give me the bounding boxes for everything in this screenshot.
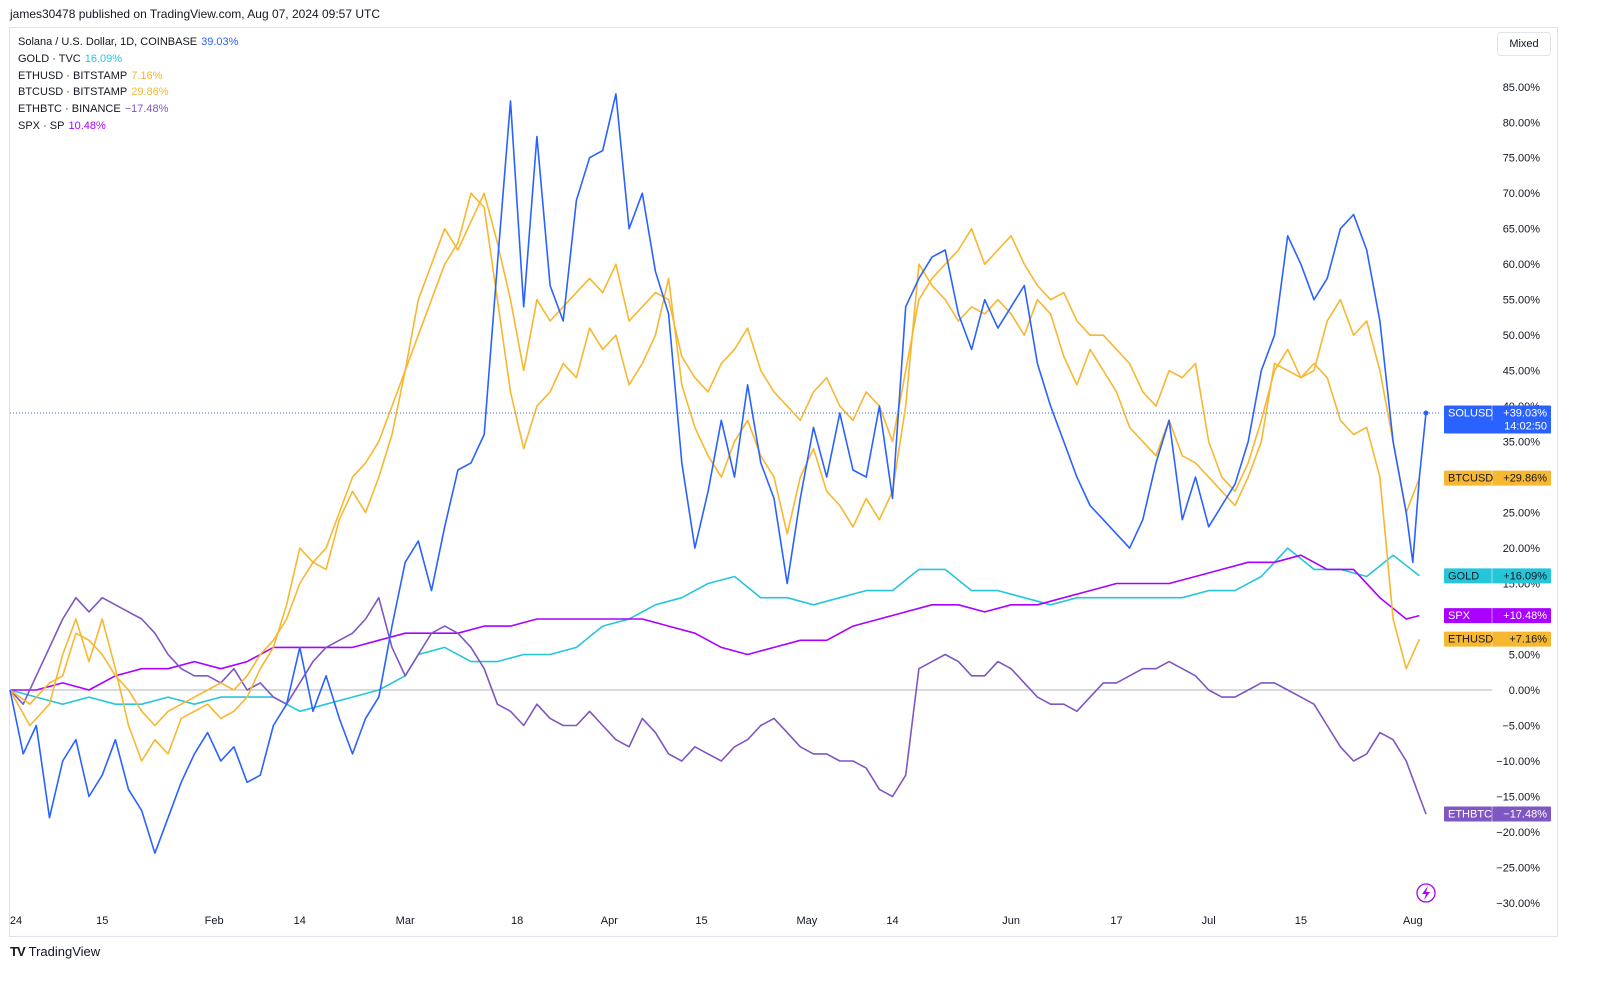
legend: Solana / U.S. Dollar, 1D, COINBASE 39.03%…: [18, 34, 238, 135]
legend-item-name: Solana / U.S. Dollar, 1D, COINBASE: [18, 36, 198, 48]
y-tick-label: −10.00%: [1496, 756, 1540, 768]
chart-frame: [9, 27, 1558, 937]
y-tick-label: 25.00%: [1503, 508, 1541, 520]
axis-label-spx: SPX +10.48%: [1444, 608, 1551, 624]
y-tick-label: 80.00%: [1503, 117, 1541, 129]
y-tick-label: −5.00%: [1502, 720, 1540, 732]
legend-item-value: 16.09%: [84, 52, 123, 65]
series-line-ethusd[interactable]: [9, 192, 1421, 762]
axis-label-solusd: SOLUSD +39.03%14:02:50: [1444, 405, 1551, 434]
series-end-dot: [1423, 410, 1429, 416]
axis-label-ethusd: ETHUSD +7.16%: [1444, 631, 1551, 647]
legend-item[interactable]: ETHUSD · BITSTAMP 7.16%: [18, 68, 238, 85]
x-tick-label: Apr: [601, 915, 618, 927]
axis-label-name: ETHUSD: [1448, 634, 1493, 646]
legend-item-name: ETHBTC · BINANCE: [18, 103, 121, 116]
x-tick-label: 15: [1295, 915, 1307, 927]
x-tick-label: 18: [511, 915, 523, 927]
legend-item-value: 29.86%: [131, 86, 169, 99]
legend-item-name: ETHUSD · BITSTAMP: [18, 69, 128, 82]
y-tick-label: 75.00%: [1503, 153, 1541, 165]
legend-item-value: 10.48%: [68, 119, 106, 132]
axis-label-value: +39.03%: [1503, 408, 1547, 420]
series-line-solusd[interactable]: [9, 93, 1427, 854]
series-line-ethbtc[interactable]: [9, 596, 1427, 815]
y-tick-label: 45.00%: [1503, 366, 1541, 378]
x-tick-label: 15: [695, 915, 707, 927]
y-tick-label: 5.00%: [1509, 650, 1540, 662]
legend-item-value: 7.16%: [131, 69, 163, 82]
legend-item-value: 39.03%: [201, 36, 239, 48]
y-tick-label: −20.00%: [1496, 827, 1540, 839]
y-tick-label: 35.00%: [1503, 437, 1541, 449]
x-tick-label: 14: [886, 915, 898, 927]
y-tick-label: −30.00%: [1496, 898, 1540, 910]
series-line-spx[interactable]: [10, 554, 1420, 691]
tradingview-logo-icon: TV: [10, 943, 26, 959]
axis-label-btcusd: BTCUSD +29.86%: [1444, 470, 1551, 486]
scale-mode-button[interactable]: Mixed: [1497, 32, 1551, 56]
legend-item-name: GOLD · TVC: [18, 52, 81, 65]
tradingview-brand: TradingView: [28, 943, 101, 959]
axis-label-value: +10.48%: [1503, 610, 1547, 622]
legend-item-name: BTCUSD · BITSTAMP: [18, 86, 128, 99]
axis-label-name: SPX: [1448, 610, 1471, 622]
legend-item[interactable]: SPX · SP 10.48%: [18, 118, 238, 135]
legend-item[interactable]: ETHBTC · BINANCE −17.48%: [18, 101, 238, 118]
axis-label-name: SOLUSD: [1448, 408, 1493, 420]
y-tick-label: 60.00%: [1503, 259, 1541, 271]
publish-info: james30478 published on TradingView.com,…: [10, 7, 381, 21]
y-tick-label: 0.00%: [1509, 685, 1540, 697]
lightning-icon[interactable]: [1416, 883, 1436, 903]
x-tick-label: Feb: [205, 915, 224, 927]
x-tick-label: Jul: [1202, 915, 1216, 927]
tradingview-logo[interactable]: TV TradingView: [10, 942, 100, 960]
x-tick-label: 15: [96, 915, 108, 927]
x-tick-label: Mar: [396, 915, 415, 927]
axis-label-name: GOLD: [1448, 570, 1479, 582]
axis-label-value: +29.86%: [1503, 473, 1547, 485]
legend-item[interactable]: Solana / U.S. Dollar, 1D, COINBASE 39.03%: [18, 34, 238, 51]
y-tick-label: 85.00%: [1503, 82, 1541, 94]
x-tick-label: May: [797, 915, 818, 927]
legend-item-value: −17.48%: [124, 103, 169, 116]
legend-item[interactable]: BTCUSD · BITSTAMP 29.86%: [18, 84, 238, 101]
x-tick-label: 14: [294, 915, 306, 927]
axis-label-name: ETHBTC: [1448, 809, 1492, 821]
y-tick-label: 20.00%: [1503, 543, 1541, 555]
series-line-btcusd[interactable]: [9, 192, 1421, 727]
x-tick-label: Jun: [1002, 915, 1020, 927]
axis-label-gold: GOLD +16.09%: [1444, 568, 1551, 584]
axis-label-value: −17.48%: [1503, 809, 1547, 821]
axis-label-value: +16.09%: [1503, 570, 1547, 582]
axis-label-name: BTCUSD: [1448, 473, 1493, 485]
axis-label-value: +7.16%: [1509, 634, 1547, 646]
y-tick-label: 65.00%: [1503, 224, 1541, 236]
legend-item[interactable]: GOLD · TVC 16.09%: [18, 51, 238, 68]
y-tick-label: 55.00%: [1503, 295, 1541, 307]
x-tick-label: Aug: [1403, 915, 1423, 927]
y-tick-label: 70.00%: [1503, 188, 1541, 200]
y-tick-label: 50.00%: [1503, 330, 1541, 342]
x-tick-label: 24: [10, 915, 22, 927]
axis-label-ethbtc: ETHBTC −17.48%: [1444, 806, 1551, 822]
legend-item-name: SPX · SP: [18, 119, 65, 132]
y-tick-label: −15.00%: [1496, 791, 1540, 803]
x-tick-label: 17: [1110, 915, 1122, 927]
y-tick-label: −25.00%: [1496, 862, 1540, 874]
countdown-label: 14:02:50: [1504, 421, 1547, 433]
